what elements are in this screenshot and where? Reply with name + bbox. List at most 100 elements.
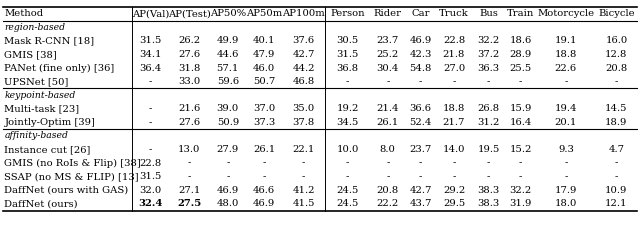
Text: 27.5: 27.5	[177, 199, 202, 208]
Text: 37.2: 37.2	[477, 50, 500, 59]
Text: 36.4: 36.4	[140, 64, 162, 73]
Text: 31.5: 31.5	[140, 37, 162, 45]
Text: -: -	[419, 172, 422, 181]
Text: -: -	[564, 77, 568, 86]
Text: 36.6: 36.6	[410, 104, 432, 113]
Text: -: -	[346, 159, 349, 168]
Text: 21.4: 21.4	[376, 104, 399, 113]
Text: 27.0: 27.0	[443, 64, 465, 73]
Text: 35.0: 35.0	[292, 104, 315, 113]
Text: -: -	[149, 145, 152, 154]
Text: Train: Train	[507, 9, 534, 18]
Text: Car: Car	[412, 9, 430, 18]
Text: 26.8: 26.8	[477, 104, 500, 113]
Text: -: -	[188, 159, 191, 168]
Text: 28.9: 28.9	[509, 50, 532, 59]
Text: 31.8: 31.8	[178, 64, 200, 73]
Text: -: -	[149, 104, 152, 113]
Text: AP(Test): AP(Test)	[168, 9, 211, 18]
Text: 22.2: 22.2	[377, 199, 399, 208]
Text: 41.2: 41.2	[292, 186, 315, 195]
Text: 22.8: 22.8	[140, 159, 162, 168]
Text: 37.8: 37.8	[292, 118, 315, 127]
Text: 18.8: 18.8	[443, 104, 465, 113]
Text: 32.4: 32.4	[138, 199, 163, 208]
Text: -: -	[452, 172, 456, 181]
Text: 27.6: 27.6	[178, 50, 200, 59]
Text: DaffNet (ours): DaffNet (ours)	[4, 199, 78, 208]
Text: -: -	[519, 77, 522, 86]
Text: -: -	[386, 172, 390, 181]
Text: 41.5: 41.5	[292, 199, 315, 208]
Text: 12.1: 12.1	[605, 199, 628, 208]
Text: 18.8: 18.8	[555, 50, 577, 59]
Text: 46.0: 46.0	[253, 64, 275, 73]
Text: -: -	[614, 172, 618, 181]
Text: 46.9: 46.9	[217, 186, 239, 195]
Text: Bus: Bus	[479, 9, 498, 18]
Text: Mask R-CNN [18]: Mask R-CNN [18]	[4, 37, 95, 45]
Text: 50.9: 50.9	[217, 118, 239, 127]
Text: 54.8: 54.8	[410, 64, 432, 73]
Text: Instance cut [26]: Instance cut [26]	[4, 145, 91, 154]
Text: affinity-based: affinity-based	[4, 132, 68, 140]
Text: 18.9: 18.9	[605, 118, 628, 127]
Text: AP100m: AP100m	[282, 9, 325, 18]
Text: 9.3: 9.3	[558, 145, 574, 154]
Text: -: -	[419, 77, 422, 86]
Text: 31.5: 31.5	[140, 172, 162, 181]
Text: 4.7: 4.7	[609, 145, 625, 154]
Text: 18.0: 18.0	[555, 199, 577, 208]
Text: Jointly-Optim [39]: Jointly-Optim [39]	[4, 118, 95, 127]
Text: 16.4: 16.4	[509, 118, 532, 127]
Text: 25.2: 25.2	[377, 50, 399, 59]
Text: 24.5: 24.5	[337, 186, 358, 195]
Text: Motorcycle: Motorcycle	[537, 9, 595, 18]
Text: 47.9: 47.9	[253, 50, 275, 59]
Text: 52.4: 52.4	[410, 118, 432, 127]
Text: 10.0: 10.0	[337, 145, 358, 154]
Text: 29.5: 29.5	[443, 199, 465, 208]
Text: region-based: region-based	[4, 23, 65, 32]
Text: 42.7: 42.7	[292, 50, 315, 59]
Text: 20.8: 20.8	[605, 64, 628, 73]
Text: 31.9: 31.9	[509, 199, 532, 208]
Text: -: -	[149, 77, 152, 86]
Text: 44.2: 44.2	[292, 64, 315, 73]
Text: -: -	[226, 159, 230, 168]
Text: 18.6: 18.6	[509, 37, 532, 45]
Text: GMIS [38]: GMIS [38]	[4, 50, 57, 59]
Text: Truck: Truck	[439, 9, 469, 18]
Text: 36.3: 36.3	[477, 64, 500, 73]
Text: 43.7: 43.7	[410, 199, 432, 208]
Text: 38.3: 38.3	[477, 199, 500, 208]
Text: 30.4: 30.4	[376, 64, 399, 73]
Text: 14.0: 14.0	[443, 145, 465, 154]
Text: 32.2: 32.2	[477, 37, 500, 45]
Text: 57.1: 57.1	[217, 64, 239, 73]
Text: 31.2: 31.2	[477, 118, 500, 127]
Text: 23.7: 23.7	[410, 145, 432, 154]
Text: Rider: Rider	[374, 9, 402, 18]
Text: 49.9: 49.9	[217, 37, 239, 45]
Text: SSAP (no MS & FLIP) [13]: SSAP (no MS & FLIP) [13]	[4, 172, 139, 181]
Text: -: -	[262, 159, 266, 168]
Text: 21.7: 21.7	[443, 118, 465, 127]
Text: 46.6: 46.6	[253, 186, 275, 195]
Text: 22.6: 22.6	[555, 64, 577, 73]
Text: 27.9: 27.9	[217, 145, 239, 154]
Text: 39.0: 39.0	[217, 104, 239, 113]
Text: 24.5: 24.5	[337, 199, 358, 208]
Text: 22.8: 22.8	[443, 37, 465, 45]
Text: 8.0: 8.0	[380, 145, 396, 154]
Text: PANet (fine only) [36]: PANet (fine only) [36]	[4, 64, 115, 73]
Text: -: -	[149, 118, 152, 127]
Text: -: -	[386, 77, 390, 86]
Text: AP50%: AP50%	[210, 9, 246, 18]
Text: 19.4: 19.4	[555, 104, 577, 113]
Text: 15.9: 15.9	[509, 104, 532, 113]
Text: -: -	[614, 159, 618, 168]
Text: 32.2: 32.2	[509, 186, 532, 195]
Text: 27.1: 27.1	[178, 186, 200, 195]
Text: 37.6: 37.6	[292, 37, 315, 45]
